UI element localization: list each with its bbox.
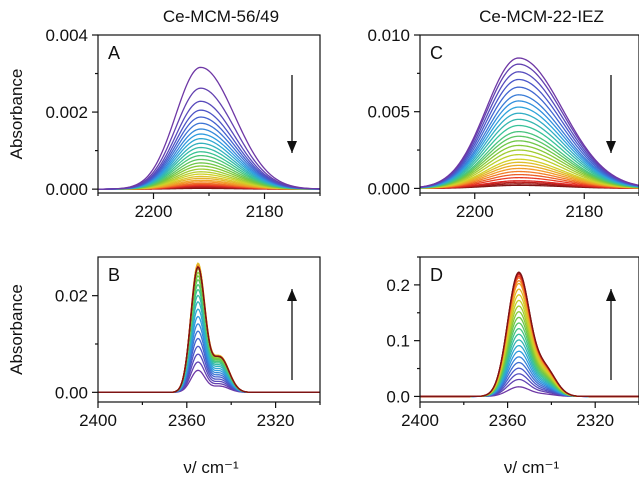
trend-arrow-head <box>606 141 616 153</box>
panel-B: 2400 2360 2320 0.00 0.02 B Absorbance ν/ cm⁻¹ <box>7 256 321 477</box>
y-axis-title: Absorbance <box>7 284 26 375</box>
y-axis-title: Absorbance <box>7 69 26 160</box>
plot-frame <box>419 256 639 403</box>
series-line <box>420 112 639 189</box>
series-line <box>420 271 639 398</box>
panel-title: Ce-MCM-56/49 <box>163 7 279 26</box>
y-tick-label: 0.010 <box>367 26 410 45</box>
x-tick-label: 2200 <box>456 202 494 221</box>
series-line <box>420 71 639 188</box>
panel-C: 2200 2180 0.000 0.005 0.010 C Ce-MCM-22-IEZ <box>367 7 639 221</box>
x-tick-label: 2360 <box>489 411 527 430</box>
x-tick-label: 2180 <box>246 202 284 221</box>
y-tick-label: 0.004 <box>45 26 88 45</box>
series-line <box>420 124 639 189</box>
series-line <box>420 106 639 189</box>
series-group <box>420 271 639 398</box>
series-group <box>98 262 320 393</box>
y-tick-label: 0.005 <box>367 103 410 122</box>
panel-letter: C <box>430 43 443 63</box>
y-tick-label: 0.0 <box>386 387 410 406</box>
series-line <box>420 78 639 188</box>
panel-letter: D <box>430 265 443 285</box>
panel-A: 2200 2180 0.000 0.002 0.004 A Ce-MCM-56/49 Abso… <box>7 7 321 221</box>
x-tick-label: 2400 <box>79 411 117 430</box>
series-line <box>420 386 639 398</box>
series-line <box>420 378 639 398</box>
series-line <box>420 140 639 189</box>
series-group <box>420 57 639 190</box>
y-tick-label: 0.00 <box>55 383 88 402</box>
trend-arrow-head <box>287 289 297 301</box>
x-tick-label: 2320 <box>576 411 614 430</box>
y-tick-label: 0.1 <box>386 332 410 351</box>
x-tick-label: 2320 <box>257 411 295 430</box>
panel-D: 2400 2360 2320 0.0 0.1 0.2 Dν/ cm⁻¹ <box>386 256 639 477</box>
series-line <box>420 86 639 189</box>
y-tick-label: 0.02 <box>55 287 88 306</box>
series-group <box>98 66 320 190</box>
trend-arrow-head <box>606 289 616 301</box>
x-tick-label: 2180 <box>565 202 603 221</box>
y-tick-label: 0.2 <box>386 276 410 295</box>
y-tick-label: 0.002 <box>45 103 88 122</box>
series-line <box>420 118 639 189</box>
series-line <box>420 149 639 189</box>
series-line <box>420 153 639 189</box>
series-line <box>98 66 320 190</box>
trend-arrow-head <box>287 141 297 153</box>
series-line <box>420 158 639 189</box>
plot-frame <box>97 256 321 403</box>
y-tick-label: 0.000 <box>367 179 410 198</box>
series-line <box>420 135 639 189</box>
x-axis-title: ν/ cm⁻¹ <box>183 458 239 477</box>
series-line <box>420 361 639 398</box>
x-tick-label: 2200 <box>135 202 173 221</box>
series-line <box>420 144 639 189</box>
panel-letter: A <box>108 43 120 63</box>
panel-title: Ce-MCM-22-IEZ <box>479 7 604 26</box>
series-line <box>98 266 320 393</box>
y-tick-label: 0.000 <box>45 180 88 199</box>
x-tick-label: 2360 <box>168 411 206 430</box>
series-line <box>420 130 639 189</box>
series-line <box>420 94 639 189</box>
x-axis-title: ν/ cm⁻¹ <box>504 458 560 477</box>
series-line <box>420 100 639 189</box>
x-tick-label: 2400 <box>401 411 439 430</box>
series-line <box>420 57 639 188</box>
panel-letter: B <box>108 265 120 285</box>
